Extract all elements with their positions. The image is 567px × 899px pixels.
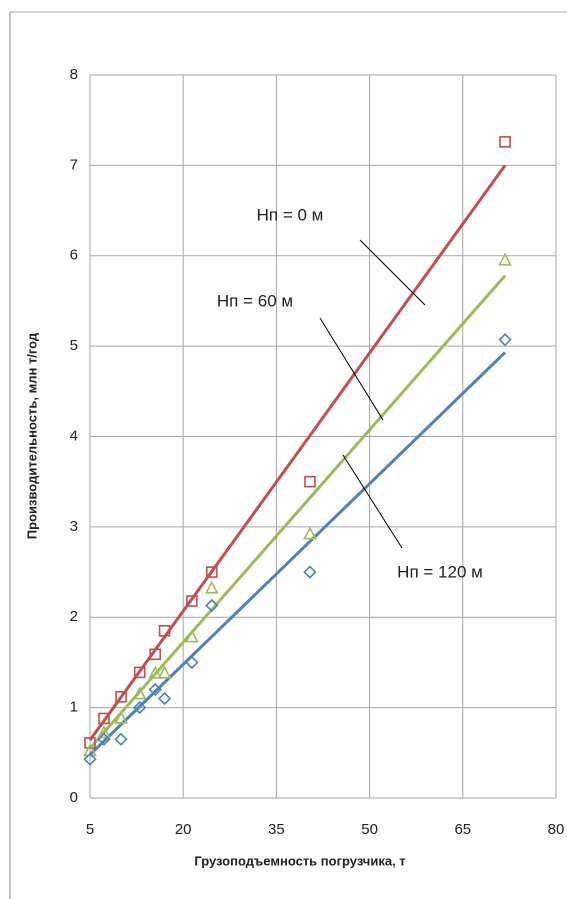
series-annotation: Нп = 120 м: [397, 562, 483, 581]
point: [98, 712, 110, 725]
point: [158, 625, 171, 637]
point: [83, 743, 97, 757]
x-tick-label: 35: [268, 821, 285, 838]
point: [303, 565, 317, 579]
y-tick-label: 4: [70, 427, 78, 444]
point: [97, 725, 111, 739]
y-axis-label: Производительность, млн т/год: [24, 332, 39, 539]
point: [157, 665, 172, 679]
point: [205, 598, 219, 613]
point: [157, 691, 172, 706]
leader-line: [342, 454, 403, 549]
y-tick-label: 5: [70, 337, 78, 354]
trendline: [88, 351, 507, 756]
point: [84, 737, 96, 749]
point: [133, 700, 147, 715]
point: [498, 333, 512, 347]
y-tick-label: 8: [70, 66, 78, 83]
y-tick-label: 1: [70, 699, 78, 716]
y-tick-label: 6: [70, 247, 78, 264]
y-tick-label: 2: [70, 608, 78, 625]
point: [204, 580, 219, 594]
x-tick-label: 20: [175, 821, 192, 838]
x-tick-label: 5: [86, 821, 94, 838]
point: [499, 136, 511, 148]
point: [148, 665, 163, 679]
leader-line: [359, 239, 426, 306]
point: [304, 475, 316, 488]
x-axis-label: Грузоподъемность погрузчика, т: [194, 853, 405, 868]
point: [185, 655, 199, 670]
x-tick-label: 65: [454, 821, 471, 838]
point: [205, 566, 218, 578]
x-tick-label: 50: [361, 821, 378, 838]
trendline: [88, 274, 507, 750]
leader-line: [319, 317, 384, 421]
point: [185, 629, 199, 643]
point: [114, 732, 128, 746]
point: [132, 686, 147, 700]
y-tick-label: 3: [70, 518, 78, 535]
point: [133, 666, 146, 679]
point: [148, 682, 162, 697]
series-annotation: Нп = 0 м: [257, 205, 324, 224]
point: [83, 752, 97, 766]
point: [186, 595, 198, 607]
point: [149, 648, 162, 661]
y-tick-label: 7: [70, 156, 78, 173]
y-tick-label: 0: [70, 789, 78, 806]
point: [303, 526, 317, 540]
point: [114, 710, 128, 724]
x-tick-label: 80: [548, 821, 565, 838]
series-annotation: Нп = 60 м: [217, 291, 293, 310]
trendline: [88, 164, 507, 742]
point: [498, 252, 512, 266]
point: [115, 690, 127, 703]
point: [97, 732, 111, 746]
